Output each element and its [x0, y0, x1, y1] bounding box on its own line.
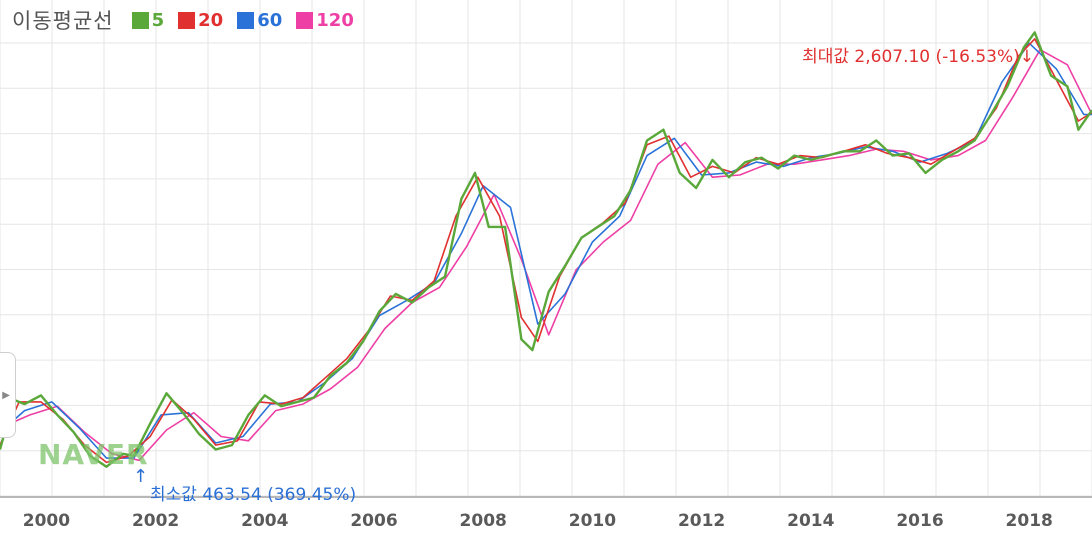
max-value-label: 최대값 2,607.10 (-16.53%)	[802, 47, 1020, 67]
play-arrow-icon: ▶	[2, 389, 10, 401]
moving-average-legend: 이동평균선 5 20 60 120	[12, 6, 368, 34]
min-arrow-icon: ↑	[133, 466, 149, 487]
legend-label-ma5: 5	[151, 9, 165, 31]
legend-title: 이동평균선	[12, 9, 114, 33]
x-tick-label: 2012	[678, 511, 725, 531]
series-line-ma5	[0, 31, 1092, 468]
legend-label-ma60: 60	[257, 9, 283, 31]
x-tick-label: 2004	[241, 511, 288, 531]
x-tick-label: 2018	[1006, 511, 1053, 531]
legend-swatch-ma20	[178, 11, 196, 29]
x-tick-label: 2000	[23, 511, 70, 531]
naver-watermark: NAVER	[38, 438, 149, 471]
legend-item-ma60[interactable]: 60	[237, 10, 282, 31]
x-tick-label: 2010	[569, 511, 616, 531]
x-tick-label: 2014	[787, 511, 834, 531]
x-axis-ticks: 2000 2002 2004 2006 2008 2010 2012 2014 2016 2018	[23, 511, 1053, 531]
legend-item-ma120[interactable]: 120	[296, 10, 354, 31]
x-tick-label: 2008	[460, 511, 507, 531]
down-arrow-icon: ↓	[1019, 47, 1034, 67]
legend-swatch-ma120	[296, 11, 314, 29]
min-value-annotation: 최소값 463.54 (369.45%)	[150, 480, 356, 505]
legend-swatch-ma60	[237, 11, 255, 29]
legend-label-ma120: 120	[316, 9, 354, 31]
x-tick-label: 2016	[896, 511, 943, 531]
series-lines	[0, 31, 1092, 468]
min-value-label: 최소값 463.54 (369.45%)	[150, 485, 357, 505]
chart-side-handle[interactable]: ▶	[0, 352, 16, 438]
x-tick-label: 2006	[350, 511, 397, 531]
legend-swatch-ma5	[131, 11, 149, 29]
legend-item-ma20[interactable]: 20	[178, 10, 223, 31]
chart-grid	[0, 0, 1092, 497]
series-line-ma120	[0, 48, 1092, 462]
x-tick-label: 2002	[132, 511, 179, 531]
legend-label-ma20: 20	[198, 9, 224, 31]
series-line-ma20	[0, 38, 1092, 464]
max-value-annotation: 최대값 2,607.10 (-16.53%)↓	[802, 42, 1034, 67]
legend-item-ma5[interactable]: 5	[131, 9, 165, 31]
